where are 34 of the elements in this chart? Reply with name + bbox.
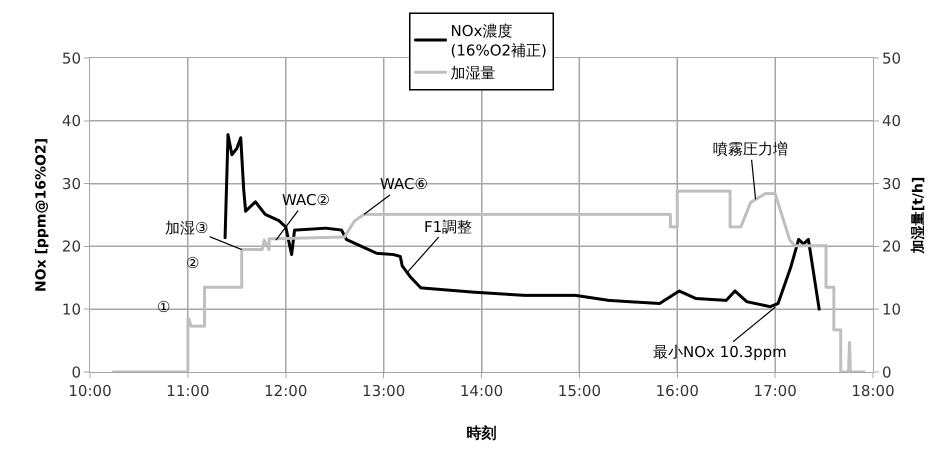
- legend-label: NOx濃度 (16%O2補正): [450, 22, 547, 60]
- annotation: 最小NOx 10.3ppm: [653, 343, 787, 361]
- y2-tick-label: 50: [882, 49, 902, 68]
- y-tick-label: 30: [62, 174, 81, 193]
- x-tick-label: 17:00: [754, 382, 797, 400]
- y-tick-label: 50: [62, 49, 81, 68]
- annotation: ②: [186, 254, 200, 272]
- y2-tick-label: 20: [882, 238, 902, 256]
- x-tick-label: 11:00: [166, 382, 210, 400]
- x-tick-label: 12:00: [264, 382, 308, 400]
- annotation: 噴霧圧力増: [713, 140, 788, 158]
- annotation: WAC②: [282, 191, 330, 209]
- y2-tick-label: 0: [882, 363, 892, 382]
- y2-tick-label: 10: [882, 300, 902, 318]
- x-tick-label: 18:00: [851, 382, 895, 400]
- annotation: ①: [157, 298, 170, 316]
- x-tick-label: 10:00: [68, 382, 112, 400]
- y-tick-label: 20: [62, 238, 81, 256]
- x-tick-label: 15:00: [558, 382, 601, 400]
- x-tick-label: 14:00: [460, 382, 504, 400]
- y-tick-label: 10: [62, 300, 81, 318]
- x-axis-title: 時刻: [466, 424, 496, 442]
- x-tick-label: 16:00: [656, 382, 699, 400]
- y-axis-title: NOx [ppm@16%O2]: [34, 138, 50, 292]
- y2-tick-label: 40: [882, 112, 902, 130]
- annotation: F1調整: [424, 218, 472, 236]
- annotation: WAC⑥: [380, 175, 428, 193]
- annotation: 加湿③: [165, 219, 208, 237]
- legend-label: 加湿量: [450, 64, 496, 82]
- x-tick-label: 13:00: [362, 382, 406, 400]
- y-tick-label: 40: [62, 112, 81, 130]
- y2-axis-title: 加湿量[t/h]: [910, 176, 926, 254]
- y2-tick-label: 30: [882, 174, 902, 193]
- y-tick-label: 0: [71, 363, 81, 382]
